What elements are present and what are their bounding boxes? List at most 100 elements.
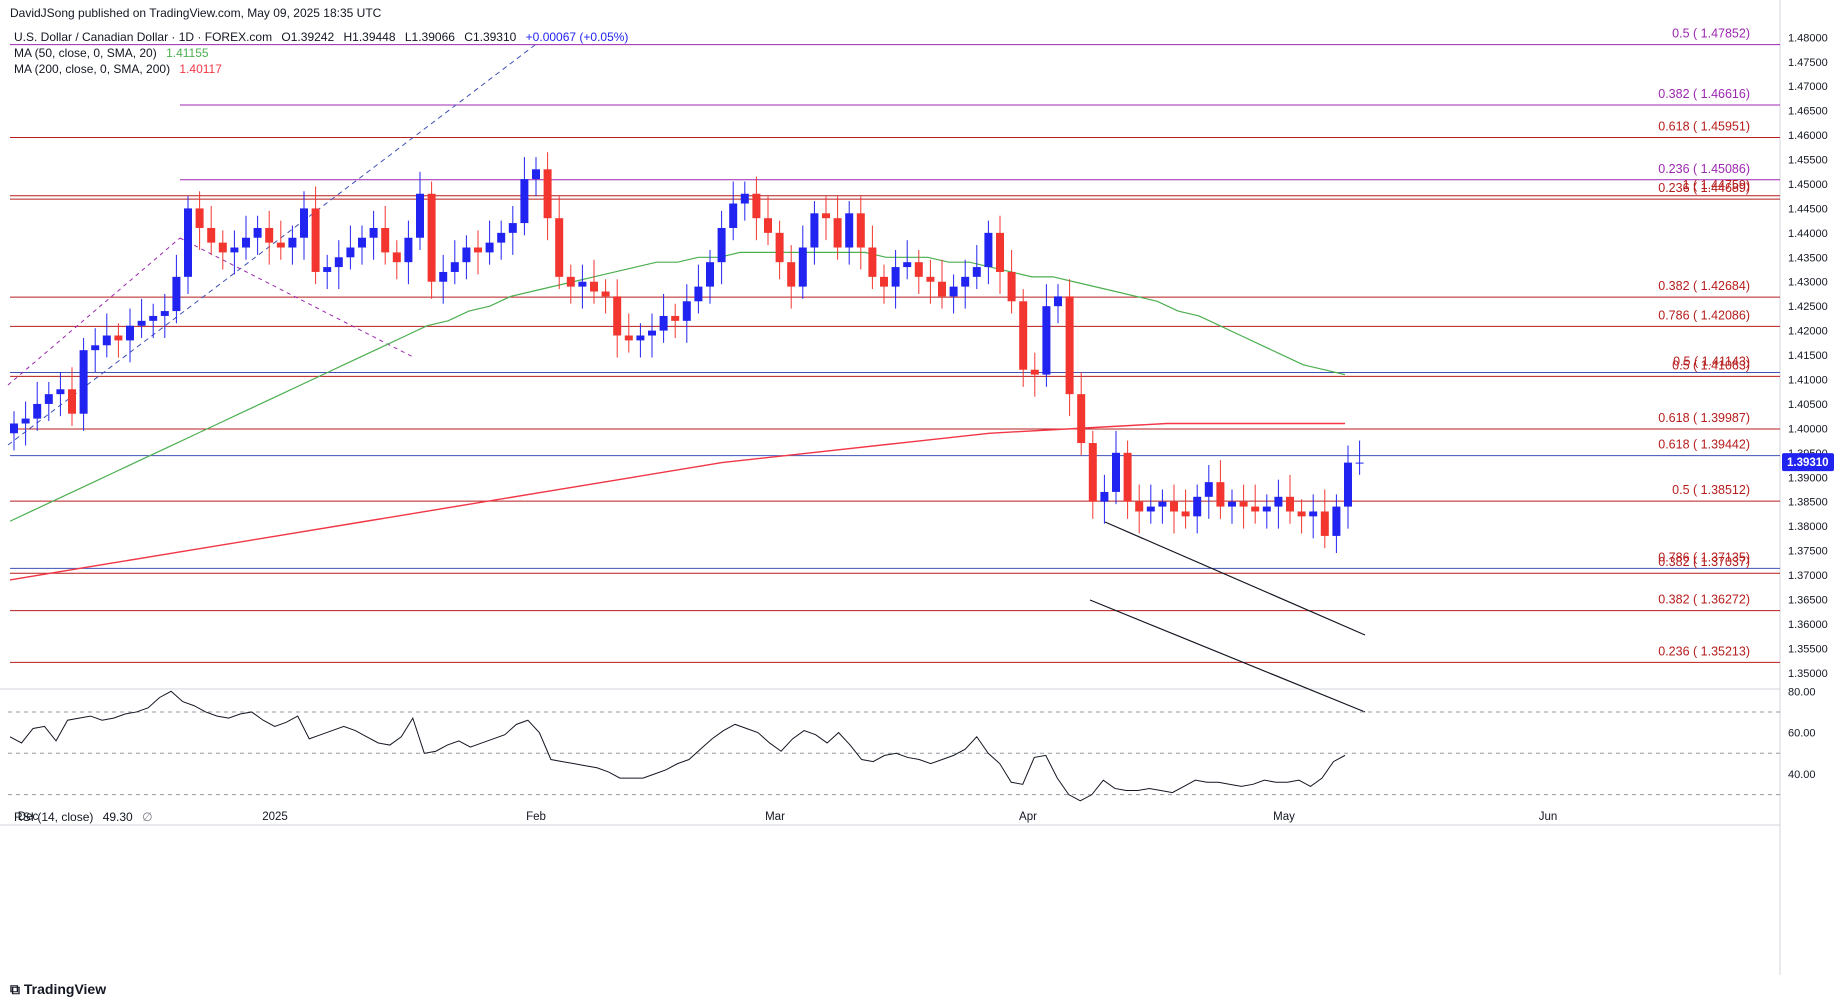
fib-level-label: 0.236 ( 1.45086) — [1658, 162, 1750, 176]
candle-body — [845, 213, 854, 248]
candle-body — [1355, 462, 1364, 464]
symbol-name: U.S. Dollar / Canadian Dollar · 1D · FOR… — [14, 30, 273, 44]
ma200-legend[interactable]: MA (200, close, 0, SMA, 200) 1.40117 — [14, 62, 228, 76]
symbol-line: U.S. Dollar / Canadian Dollar · 1D · FOR… — [14, 30, 634, 44]
candle-body — [1146, 506, 1155, 512]
fib-level-label: 0.618 ( 1.39987) — [1658, 411, 1750, 425]
candle-body — [1309, 511, 1318, 517]
candle-body — [1251, 506, 1260, 512]
candle-body — [938, 281, 946, 297]
fib-level-label: 1 ( 1.44759) — [1683, 178, 1750, 192]
ma50-legend[interactable]: MA (50, close, 0, SMA, 20) 1.41155 — [14, 46, 215, 60]
candle-body — [775, 232, 784, 263]
candle-body — [601, 291, 610, 297]
time-tick-label: Feb — [526, 811, 546, 823]
candle-body — [822, 213, 830, 219]
candle-body — [184, 208, 192, 277]
candle-body — [114, 335, 123, 341]
candle-body — [961, 276, 970, 287]
candle-body — [56, 389, 65, 395]
candle-body — [926, 276, 935, 282]
candle-body — [949, 286, 958, 297]
candle-body — [195, 208, 204, 228]
candle-body — [126, 325, 134, 341]
price-tick-label: 1.43500 — [1788, 252, 1828, 264]
rsi-extra: ∅ — [142, 810, 153, 824]
candle-body — [740, 193, 749, 204]
price-tick-label: 1.47500 — [1788, 57, 1828, 69]
candle-body — [91, 345, 100, 351]
candle-body — [694, 286, 703, 302]
price-tick-label: 1.35000 — [1788, 668, 1828, 680]
candle-body — [1204, 482, 1213, 497]
candle-body — [358, 237, 366, 248]
price-tick-label: 1.40500 — [1788, 399, 1828, 411]
candle-body — [381, 227, 390, 253]
ma50-value: 1.41155 — [166, 46, 209, 60]
fib-level-label: 0.236 ( 1.44689) — [1658, 181, 1750, 195]
rsi-tick-label: 60.00 — [1788, 728, 1816, 740]
candle-body — [543, 169, 552, 219]
price-tick-label: 1.41000 — [1788, 374, 1828, 386]
candle-body — [218, 242, 227, 253]
candle-body — [1065, 296, 1074, 395]
candle-body — [265, 227, 274, 243]
price-tick-label: 1.43000 — [1788, 277, 1828, 289]
last-price-label: 1.39310 — [1787, 457, 1829, 469]
price-tick-label: 1.38500 — [1788, 497, 1828, 509]
candle-body — [33, 403, 42, 419]
price-tick-label: 1.40000 — [1788, 423, 1828, 435]
candle-body — [810, 213, 819, 248]
price-tick-label: 1.36000 — [1788, 619, 1828, 631]
price-tick-label: 1.42000 — [1788, 326, 1828, 338]
candle-body — [1054, 296, 1062, 307]
price-tick-label: 1.45000 — [1788, 179, 1828, 191]
price-tick-label: 1.39000 — [1788, 472, 1828, 484]
candle-body — [1332, 506, 1341, 536]
rsi-tick-label: 40.00 — [1788, 769, 1816, 781]
candle-body — [1262, 506, 1271, 512]
fib-level-label: 0.236 ( 1.35213) — [1658, 644, 1750, 658]
ma50-label: MA (50, close, 0, SMA, 20) — [14, 46, 157, 60]
candle-body — [590, 281, 598, 292]
candle-body — [346, 247, 355, 258]
candle-body — [44, 394, 53, 404]
channel-upper-line — [1104, 521, 1366, 636]
candle-body — [1112, 452, 1120, 492]
candle-body — [868, 247, 877, 277]
candle-body — [891, 267, 900, 287]
fib-trend-dashed-line — [179, 237, 416, 359]
fib-level-label: 0.382 ( 1.37037) — [1658, 555, 1750, 569]
candle-body — [21, 418, 30, 424]
candle-body — [578, 281, 587, 287]
change-value: +0.00067 (+0.05%) — [525, 30, 629, 44]
candle-body — [1286, 496, 1294, 512]
candle-body — [323, 267, 332, 272]
tradingview-logo[interactable]: ⧉ TradingView — [10, 981, 106, 998]
rsi-line — [9, 690, 1346, 802]
low-value: L1.39066 — [404, 30, 455, 44]
fib-level-label: 0.5 ( 1.41063) — [1672, 358, 1750, 372]
candle-body — [450, 262, 459, 272]
candle-body — [68, 389, 76, 414]
brand-label: TradingView — [23, 981, 107, 997]
ma50-line — [9, 251, 1346, 522]
candle-body — [485, 242, 494, 253]
fib-level-label: 0.382 ( 1.42684) — [1658, 279, 1750, 293]
candle-body — [1297, 511, 1306, 517]
publisher-line: DavidJSong published on TradingView.com,… — [10, 6, 382, 20]
fib-level-label: 0.786 ( 1.42086) — [1658, 308, 1750, 322]
candle-body — [914, 262, 923, 277]
candle-body — [671, 315, 680, 321]
candle-body — [1135, 501, 1144, 512]
candle-body — [555, 218, 564, 277]
rsi-legend[interactable]: RSI (14, close) 49.30 ∅ — [14, 810, 159, 824]
candle-body — [172, 276, 181, 312]
price-tick-label: 1.37000 — [1788, 570, 1828, 582]
candle-body — [613, 296, 622, 336]
candle-body — [300, 208, 308, 238]
candle-body — [833, 218, 842, 248]
fib-trend-dashed-line — [7, 44, 536, 446]
candle-body — [102, 335, 111, 346]
